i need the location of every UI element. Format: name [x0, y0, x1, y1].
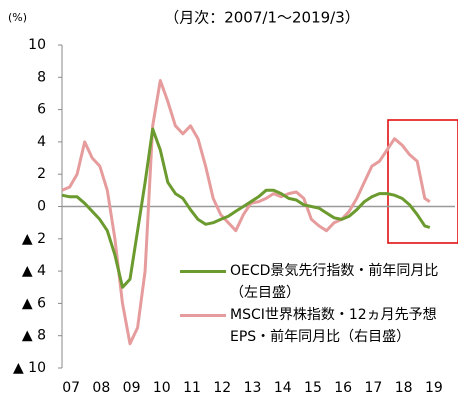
legend-item: MSCI世界株指数・12ヵ月先予想EPS・前年同月比（右目盛） — [180, 304, 455, 348]
x-tick-label: 16 — [334, 380, 352, 396]
x-tick-label: 19 — [425, 380, 443, 396]
legend-swatch — [180, 270, 226, 273]
series-line — [61, 127, 431, 289]
legend: OECD景気先行指数・前年同月比（左目盛） MSCI世界株指数・12ヵ月先予想EP… — [180, 260, 455, 348]
x-tick-label: 08 — [92, 380, 110, 396]
x-tick-label: 07 — [62, 380, 80, 396]
y-tick-label: ▲ 4 — [22, 263, 46, 279]
legend-swatch — [180, 314, 226, 317]
y-tick-label: ▲ 6 — [22, 295, 46, 311]
x-tick-label: 10 — [153, 380, 171, 396]
legend-label: OECD景気先行指数・前年同月比（左目盛） — [230, 263, 439, 301]
x-tick-label: 12 — [213, 380, 231, 396]
legend-label: MSCI世界株指数・12ヵ月先予想EPS・前年同月比（右目盛） — [230, 307, 437, 345]
x-tick-label: 18 — [395, 380, 413, 396]
y-tick-label: 2 — [37, 166, 46, 182]
legend-item: OECD景気先行指数・前年同月比（左目盛） — [180, 260, 455, 304]
y-tick-label: ▲ 2 — [22, 231, 46, 247]
x-tick-label: 17 — [365, 380, 383, 396]
y-axis-label: (%) — [8, 11, 27, 24]
y-tick-label: 4 — [37, 134, 46, 150]
x-tick-label: 14 — [274, 380, 292, 396]
highlight-box — [387, 119, 458, 244]
x-tick-label: 09 — [123, 380, 141, 396]
x-tick-label: 11 — [183, 380, 201, 396]
chart-subtitle: （月次：2007/1～2019/3） — [164, 9, 360, 27]
x-tick-label: 13 — [244, 380, 262, 396]
y-tick-label: 8 — [37, 69, 46, 85]
series-line — [61, 79, 431, 346]
y-tick-label: ▲ 10 — [13, 360, 46, 376]
y-tick-label: 10 — [28, 37, 46, 53]
y-tick-label: 0 — [37, 199, 46, 215]
y-tick-label: ▲ 8 — [22, 328, 46, 344]
y-tick-label: 6 — [37, 102, 46, 118]
x-tick-label: 15 — [304, 380, 322, 396]
